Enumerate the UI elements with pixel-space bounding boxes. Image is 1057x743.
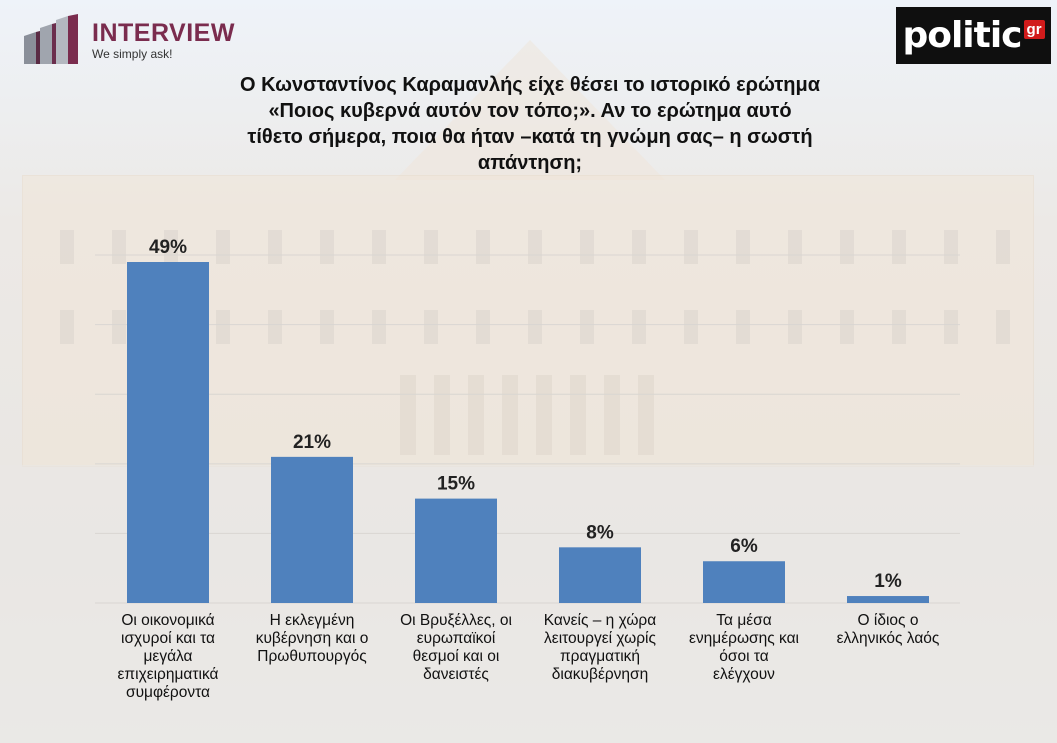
category-label: Κανείς – η χώρα λειτουργεί χωρίς πραγματικ… (530, 612, 670, 684)
category-label-line: διακυβέρνηση (551, 666, 649, 683)
category-label-line: δανειστές (423, 666, 489, 683)
category-label-line: επιχειρηματικά (117, 666, 219, 683)
category-label-line: μεγάλα (143, 648, 193, 665)
category-label-line: λειτουργεί χωρίς (544, 630, 656, 647)
category-label-line: Οι οικονομικά (121, 612, 215, 629)
background-window (580, 310, 594, 344)
background-window (632, 310, 646, 344)
category-label-line: Πρωθυπουργός (257, 648, 367, 665)
category-label-line: Τα μέσα (716, 612, 772, 629)
politic-logo: politic gr (896, 7, 1051, 64)
category-label-line: συμφέροντα (126, 684, 210, 701)
background-column (536, 375, 552, 455)
background-column (638, 375, 654, 455)
background-window (528, 310, 542, 344)
bar (847, 596, 929, 603)
brand-tagline: We simply ask! (92, 47, 173, 61)
category-label: Οι οικονομικά ισχυροί και τα μεγάλα επιχειρ… (98, 612, 238, 702)
category-label-line: ενημέρωσης και (689, 630, 799, 647)
category-label-line: ισχυροί και τα (121, 630, 215, 647)
bar (415, 498, 497, 603)
background-column (502, 375, 518, 455)
background-window (892, 310, 906, 344)
background-window (60, 310, 74, 344)
background-window (684, 310, 698, 344)
category-label-line: κυβέρνηση και ο (255, 630, 369, 647)
background-column (570, 375, 586, 455)
background-column (468, 375, 484, 455)
interview-logo-icon (24, 14, 78, 64)
category-label: Οι Βρυξέλλες, οι ευρωπαϊκοί θεσμοί και οι δ… (386, 612, 526, 684)
background-column (434, 375, 450, 455)
title-line: τίθετο σήμερα, ποια θα ήταν –κατά τη γνώ… (247, 126, 813, 148)
background-window (60, 230, 74, 264)
category-label: Ο ίδιος ο ελληνικός λαός (818, 612, 958, 648)
category-label-line: ελέγχουν (713, 666, 775, 683)
background-window (996, 230, 1010, 264)
category-label-line: ευρωπαϊκοί (416, 630, 496, 647)
background-window (840, 310, 854, 344)
category-label: Τα μέσα ενημέρωσης και όσοι τα ελέγχουν (674, 612, 814, 684)
category-label-line: πραγματική (559, 648, 641, 665)
background-window (788, 310, 802, 344)
data-label: 6% (730, 536, 758, 557)
background-window (944, 310, 958, 344)
category-label-line: Η εκλεγμένη (269, 612, 355, 629)
category-label-line: Ο ίδιος ο (857, 612, 919, 629)
data-label: 21% (293, 432, 331, 453)
category-label-line: όσοι τα (719, 648, 769, 665)
category-label: Η εκλεγμένη κυβέρνηση και ο Πρωθυπουργός (242, 612, 382, 666)
bar (559, 547, 641, 603)
background-window (476, 310, 490, 344)
background-window (216, 310, 230, 344)
title-line: Ο Κωνσταντίνος Καραμανλής είχε θέσει το … (239, 74, 821, 96)
background-column (604, 375, 620, 455)
category-label-line: Κανείς – η χώρα (543, 612, 657, 629)
title-line: «Ποιος κυβερνά αυτόν τον τόπο;». Αν το ε… (268, 100, 792, 122)
bar (703, 561, 785, 603)
data-label: 49% (149, 237, 187, 258)
chart-title: Ο Κωνσταντίνος Καραμανλής είχε θέσει το … (110, 72, 950, 176)
data-label: 1% (874, 571, 902, 592)
background-window (372, 310, 386, 344)
background-column (400, 375, 416, 455)
politic-logo-badge: gr (1023, 20, 1045, 39)
category-label-line: ελληνικός λαός (836, 630, 940, 647)
background-window (112, 310, 126, 344)
background-window (996, 310, 1010, 344)
bar (127, 262, 209, 603)
background-window (424, 310, 438, 344)
background-window (736, 310, 750, 344)
brand-name: INTERVIEW (92, 19, 235, 47)
category-label-line: θεσμοί και οι (412, 648, 500, 665)
data-label: 15% (437, 474, 475, 495)
background-window (268, 310, 282, 344)
background-window (320, 310, 334, 344)
bar (271, 456, 353, 603)
category-label-line: Οι Βρυξέλλες, οι (400, 612, 512, 629)
data-label: 8% (586, 522, 614, 543)
politic-logo-text: politic (902, 15, 1022, 56)
title-line: απάντηση; (477, 152, 583, 174)
